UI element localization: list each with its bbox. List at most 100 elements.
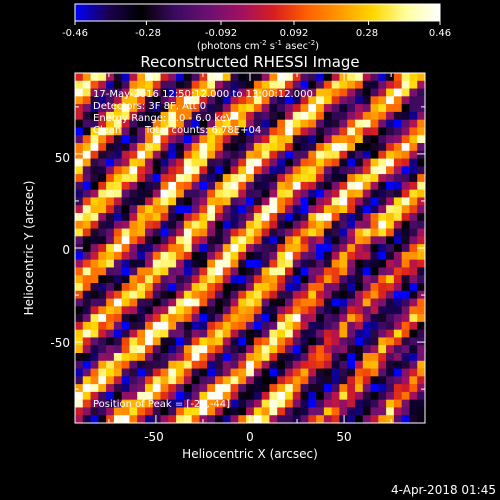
heatmap-cell	[277, 306, 286, 315]
heatmap-cell	[339, 399, 348, 408]
heatmap-cell	[300, 376, 309, 385]
heatmap-cell	[207, 174, 216, 183]
heatmap-cell	[417, 259, 425, 268]
heatmap-cell	[75, 415, 84, 423]
heatmap-cell	[331, 360, 340, 369]
heatmap-cell	[215, 158, 224, 167]
heatmap-cell	[160, 80, 169, 89]
heatmap-cell	[222, 306, 231, 315]
heatmap-cell	[129, 111, 138, 120]
heatmap-cell	[253, 376, 262, 385]
heatmap-cell	[386, 96, 395, 105]
heatmap-cell	[207, 345, 216, 354]
heatmap-cell	[378, 329, 387, 338]
heatmap-cell	[261, 290, 270, 299]
heatmap-cell	[75, 407, 84, 416]
heatmap-cell	[277, 391, 286, 400]
heatmap-cell	[285, 174, 294, 183]
heatmap-cell	[222, 290, 231, 299]
heatmap-cell	[277, 213, 286, 222]
heatmap-cell	[176, 353, 185, 362]
heatmap-cell	[323, 181, 332, 190]
heatmap-cell	[347, 306, 356, 315]
heatmap-cell	[378, 127, 387, 136]
heatmap-cell	[292, 275, 301, 284]
heatmap-cell	[222, 275, 231, 284]
heatmap-cell	[98, 150, 107, 159]
heatmap-cell	[370, 135, 379, 144]
heatmap-cell	[199, 213, 208, 222]
heatmap-cell	[409, 267, 418, 276]
heatmap-cell	[386, 259, 395, 268]
heatmap-cell	[300, 181, 309, 190]
heatmap-cell	[378, 275, 387, 284]
heatmap-cell	[401, 306, 410, 315]
heatmap-cell	[75, 360, 84, 369]
heatmap-cell	[121, 127, 130, 136]
heatmap-cell	[253, 251, 262, 260]
heatmap-cell	[393, 236, 402, 245]
heatmap-cell	[347, 174, 356, 183]
heatmap-cell	[308, 197, 317, 206]
heatmap-cell	[253, 236, 262, 245]
heatmap-cell	[355, 158, 364, 167]
heatmap-cell	[269, 353, 278, 362]
heatmap-cell	[285, 104, 294, 113]
heatmap-cell	[409, 166, 418, 175]
heatmap-cell	[370, 181, 379, 190]
heatmap-cell	[106, 127, 115, 136]
heatmap-cell	[199, 104, 208, 113]
heatmap-cell	[300, 283, 309, 292]
heatmap-cell	[199, 166, 208, 175]
heatmap-cell	[409, 220, 418, 229]
heatmap-cell	[160, 337, 169, 346]
heatmap-cell	[160, 189, 169, 198]
heatmap-cell	[222, 96, 231, 105]
heatmap-cell	[355, 251, 364, 260]
heatmap-cell	[90, 376, 99, 385]
heatmap-cell	[253, 259, 262, 268]
heatmap-cell	[300, 368, 309, 377]
heatmap-cell	[160, 290, 169, 299]
heatmap-cell	[129, 244, 138, 253]
heatmap-cell	[75, 368, 84, 377]
heatmap-cell	[339, 119, 348, 128]
heatmap-cell	[215, 119, 224, 128]
heatmap-cell	[393, 353, 402, 362]
heatmap-cell	[191, 197, 200, 206]
heatmap-cell	[160, 298, 169, 307]
heatmap-cell	[160, 73, 169, 82]
heatmap-cell	[316, 181, 325, 190]
heatmap-cell	[90, 244, 99, 253]
heatmap-cell	[145, 236, 154, 245]
heatmap-cell	[253, 158, 262, 167]
heatmap-cell	[129, 73, 138, 82]
heatmap-cell	[106, 135, 115, 144]
heatmap-cell	[137, 80, 146, 89]
heatmap-cell	[137, 290, 146, 299]
heatmap-cell	[323, 158, 332, 167]
heatmap-cell	[308, 391, 317, 400]
heatmap-cell	[339, 135, 348, 144]
heatmap-cell	[168, 119, 177, 128]
heatmap-cell	[98, 407, 107, 416]
heatmap-cell	[129, 88, 138, 97]
heatmap-cell	[401, 166, 410, 175]
heatmap-cell	[370, 407, 379, 416]
heatmap-cell	[378, 119, 387, 128]
heatmap-cell	[160, 127, 169, 136]
heatmap-cell	[145, 174, 154, 183]
heatmap-cell	[378, 166, 387, 175]
heatmap-cell	[145, 407, 154, 416]
heatmap-cell	[409, 407, 418, 416]
heatmap-cell	[401, 360, 410, 369]
heatmap-cell	[121, 407, 130, 416]
heatmap-cell	[347, 290, 356, 299]
heatmap-cell	[199, 275, 208, 284]
heatmap-cell	[269, 399, 278, 408]
heatmap-cell	[292, 290, 301, 299]
heatmap-cell	[191, 96, 200, 105]
heatmap-cell	[277, 337, 286, 346]
heatmap-cell	[98, 96, 107, 105]
heatmap-cell	[106, 213, 115, 222]
